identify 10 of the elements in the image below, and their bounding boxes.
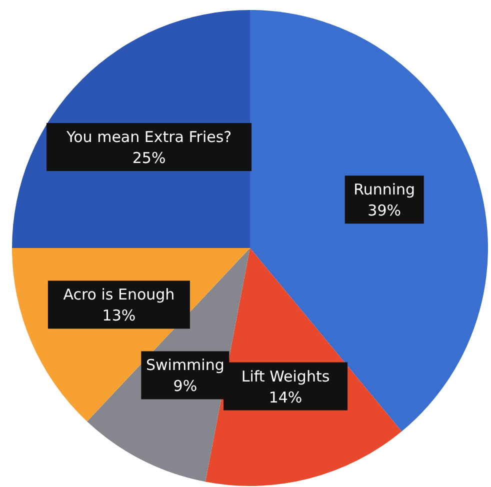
data-label: 13%: [102, 306, 136, 325]
data-label: 39%: [368, 202, 402, 220]
slice-label: Running: [354, 180, 416, 199]
data-label: 9%: [173, 377, 198, 396]
data-label: 25%: [132, 149, 166, 168]
slice-label: You mean Extra Fries?: [65, 128, 232, 146]
slice-label: Acro is Enough: [63, 286, 175, 304]
slice-label: Swimming: [146, 356, 224, 374]
slice-label: Lift Weights: [241, 367, 330, 386]
data-label: 14%: [268, 388, 302, 406]
